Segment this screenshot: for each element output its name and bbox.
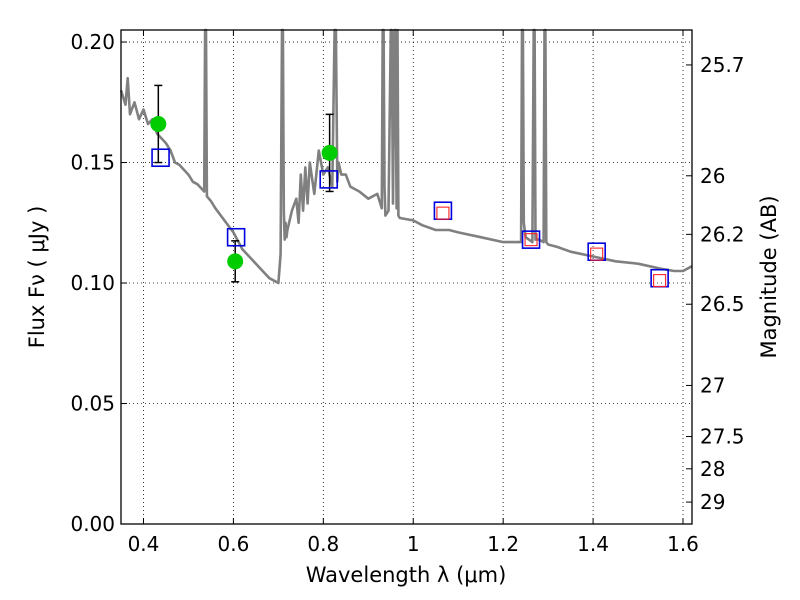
x-tick-label: 0.8	[307, 532, 339, 556]
y2-tick-label: 27	[700, 373, 725, 397]
y2-tick-label: 29	[700, 490, 725, 514]
x-axis-ticks: 0.4 0.6 0.8 1 1.2 1.4 1.6	[128, 30, 699, 556]
x-tick-label: 1	[407, 532, 420, 556]
y2-tick-label: 27.5	[700, 425, 745, 449]
green-data-point	[227, 253, 244, 270]
red-square-point	[436, 206, 450, 220]
blue-square-point	[226, 227, 246, 247]
spectrum-line-group	[119, 28, 693, 285]
blue-square-point	[151, 148, 170, 168]
blue-square-point	[521, 230, 541, 249]
y2-tick-label: 26	[700, 164, 725, 188]
x-tick-label: 0.4	[128, 532, 160, 556]
y-tick-label: 0.20	[70, 30, 115, 54]
red-square-point	[524, 233, 538, 247]
y-axis-ticks: 0.00 0.05 0.10 0.15 0.20	[70, 30, 127, 536]
spectrum-line	[119, 28, 693, 285]
y-tick-label: 0.00	[70, 512, 115, 536]
y2-tick-label: 25.7	[700, 53, 745, 77]
y-axis-title: Flux Fν ( μJy )	[25, 206, 49, 349]
y2-axis-ticks: 25.7 26 26.2 26.5 27 27.5 28 29	[686, 53, 745, 514]
green-points	[150, 115, 338, 270]
plot-frame	[120, 29, 693, 525]
green-data-point	[321, 144, 338, 161]
x-tick-label: 1.4	[577, 532, 609, 556]
x-axis-title: Wavelength λ (μm)	[306, 563, 507, 587]
y-tick-label: 0.10	[70, 271, 115, 295]
red-square-point	[590, 247, 604, 261]
x-tick-label: 1.2	[487, 532, 519, 556]
y2-axis-title: Magnitude (AB)	[757, 195, 781, 358]
green-data-point	[150, 115, 167, 132]
y2-tick-label: 26.2	[700, 222, 745, 246]
y2-tick-label: 28	[700, 457, 725, 481]
y-tick-label: 0.15	[70, 151, 115, 175]
y-tick-label: 0.05	[70, 392, 115, 416]
y2-tick-label: 26.5	[700, 292, 745, 316]
x-tick-label: 0.6	[217, 532, 249, 556]
x-tick-label: 1.6	[667, 532, 699, 556]
red-squares	[436, 206, 667, 288]
red-square-point	[653, 274, 667, 288]
blue-square-point	[319, 170, 339, 189]
